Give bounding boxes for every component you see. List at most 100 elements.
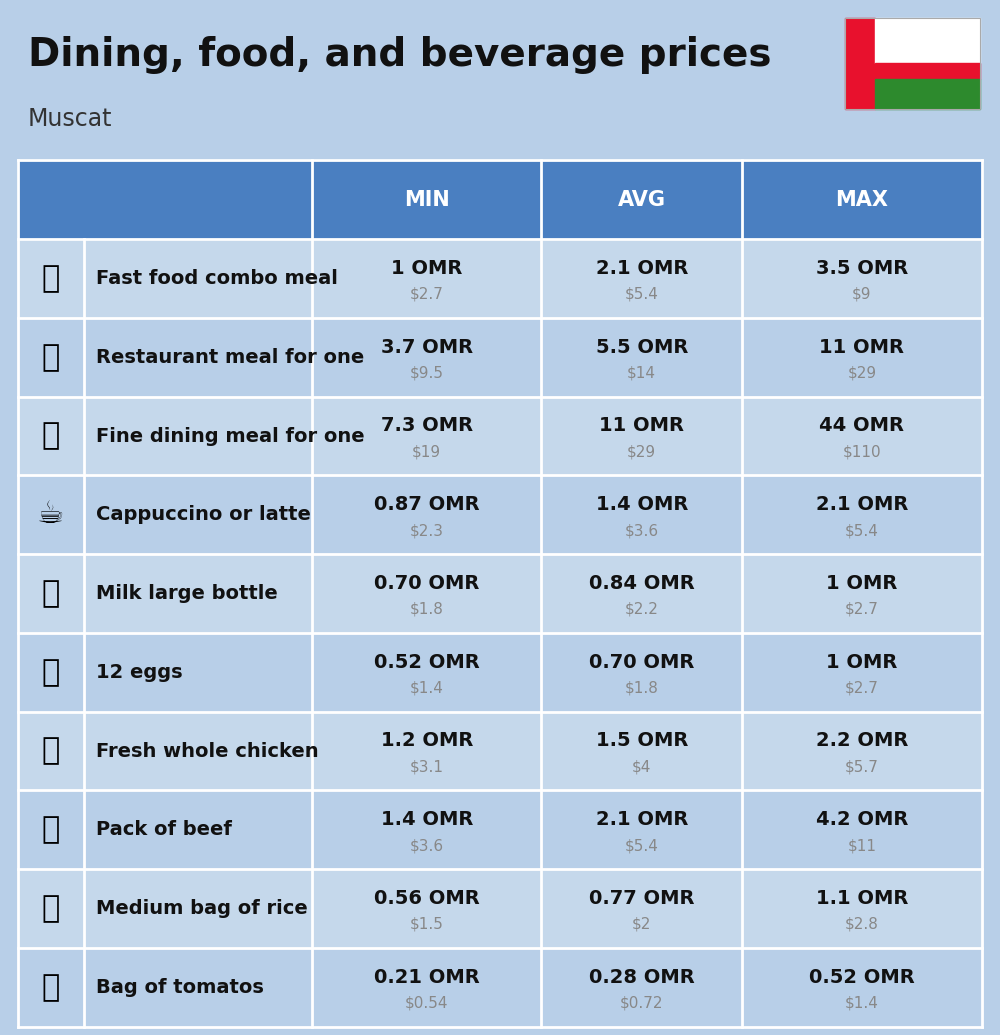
Bar [18,948,982,1027]
Bar [18,396,982,475]
Bar [18,160,982,239]
Text: $5.4: $5.4 [845,523,879,538]
Text: 2.2 OMR: 2.2 OMR [816,732,908,750]
Text: $2.7: $2.7 [845,681,879,696]
Text: $2.7: $2.7 [845,601,879,617]
Text: $5.4: $5.4 [625,287,659,302]
Text: 1 OMR: 1 OMR [826,653,898,672]
Text: 0.84 OMR: 0.84 OMR [589,573,695,593]
Text: 🥚: 🥚 [42,658,60,687]
Text: $2.7: $2.7 [410,287,444,302]
Bar [18,712,982,791]
Text: 0.70 OMR: 0.70 OMR [589,653,694,672]
Text: 🍚: 🍚 [42,894,60,923]
Bar [875,79,980,109]
Text: $4: $4 [632,760,651,774]
Text: 7.3 OMR: 7.3 OMR [381,416,473,436]
Text: 🥩: 🥩 [42,816,60,845]
Bar [18,318,982,396]
Text: 1.5 OMR: 1.5 OMR [596,732,688,750]
Text: 0.21 OMR: 0.21 OMR [374,968,480,986]
Text: 1 OMR: 1 OMR [826,573,898,593]
Text: 44 OMR: 44 OMR [819,416,904,436]
Text: $5.7: $5.7 [845,760,879,774]
Text: 🍳: 🍳 [42,343,60,372]
Text: 0.28 OMR: 0.28 OMR [589,968,695,986]
Text: $9.5: $9.5 [410,365,444,381]
Text: 1.4 OMR: 1.4 OMR [381,810,473,829]
Bar [875,18,980,63]
Text: $110: $110 [843,444,881,460]
Bar [18,633,982,712]
Text: Pack of beef: Pack of beef [96,821,231,839]
Bar [845,18,980,109]
Text: 🍅: 🍅 [42,973,60,1002]
Text: ☕: ☕ [37,500,64,529]
Bar [18,239,982,318]
Text: MIN: MIN [404,189,450,210]
Bar [18,791,982,869]
Text: $0.72: $0.72 [620,996,663,1010]
Text: 11 OMR: 11 OMR [819,337,904,357]
Text: $1.5: $1.5 [410,917,444,932]
Text: $3.1: $3.1 [410,760,444,774]
Text: $2.3: $2.3 [410,523,444,538]
Text: 4.2 OMR: 4.2 OMR [816,810,908,829]
Text: 12 eggs: 12 eggs [96,662,182,682]
Text: 2.1 OMR: 2.1 OMR [816,495,908,514]
Text: 1 OMR: 1 OMR [391,259,462,277]
Text: 0.56 OMR: 0.56 OMR [374,889,480,908]
Text: 2.1 OMR: 2.1 OMR [596,259,688,277]
Text: AVG: AVG [618,189,666,210]
Text: $2.2: $2.2 [625,601,659,617]
Text: $19: $19 [412,444,441,460]
Text: Fast food combo meal: Fast food combo meal [96,269,337,288]
Text: Restaurant meal for one: Restaurant meal for one [96,348,364,366]
Text: $3.6: $3.6 [625,523,659,538]
Text: 1.2 OMR: 1.2 OMR [381,732,473,750]
Text: Fresh whole chicken: Fresh whole chicken [96,742,318,761]
Text: $2.8: $2.8 [845,917,879,932]
Text: Milk large bottle: Milk large bottle [96,584,277,603]
Text: $14: $14 [627,365,656,381]
Text: Medium bag of rice: Medium bag of rice [96,899,307,918]
Bar [875,63,980,79]
Bar [18,869,982,948]
Text: 🍽: 🍽 [42,421,60,450]
Text: $5.4: $5.4 [625,838,659,853]
Bar [18,475,982,554]
Text: $0.54: $0.54 [405,996,448,1010]
Bar [18,554,982,633]
Text: 0.77 OMR: 0.77 OMR [589,889,694,908]
Text: 5.5 OMR: 5.5 OMR [596,337,688,357]
Text: 3.7 OMR: 3.7 OMR [381,337,473,357]
Bar [845,18,875,109]
Text: 0.52 OMR: 0.52 OMR [809,968,915,986]
Text: 1.1 OMR: 1.1 OMR [816,889,908,908]
Text: $1.8: $1.8 [410,601,444,617]
Text: 2.1 OMR: 2.1 OMR [596,810,688,829]
Text: $9: $9 [852,287,872,302]
Text: 1.4 OMR: 1.4 OMR [596,495,688,514]
Text: $3.6: $3.6 [410,838,444,853]
Text: Dining, food, and beverage prices: Dining, food, and beverage prices [28,36,772,75]
Text: $29: $29 [627,444,656,460]
Text: MAX: MAX [835,189,888,210]
Text: $1.4: $1.4 [845,996,879,1010]
Text: Cappuccino or latte: Cappuccino or latte [96,505,310,525]
Text: Bag of tomatos: Bag of tomatos [96,978,263,997]
Text: Muscat: Muscat [28,107,112,130]
Text: 0.52 OMR: 0.52 OMR [374,653,480,672]
Text: 0.87 OMR: 0.87 OMR [374,495,480,514]
Text: 🍔: 🍔 [42,264,60,293]
Text: $1.4: $1.4 [410,681,444,696]
Text: Fine dining meal for one: Fine dining meal for one [96,426,364,445]
Text: 11 OMR: 11 OMR [599,416,684,436]
Text: $1.8: $1.8 [625,681,659,696]
Text: $29: $29 [847,365,877,381]
Text: 3.5 OMR: 3.5 OMR [816,259,908,277]
Text: $11: $11 [847,838,876,853]
Text: 0.70 OMR: 0.70 OMR [374,573,479,593]
Text: 🐔: 🐔 [42,737,60,766]
Text: 🥛: 🥛 [42,579,60,609]
